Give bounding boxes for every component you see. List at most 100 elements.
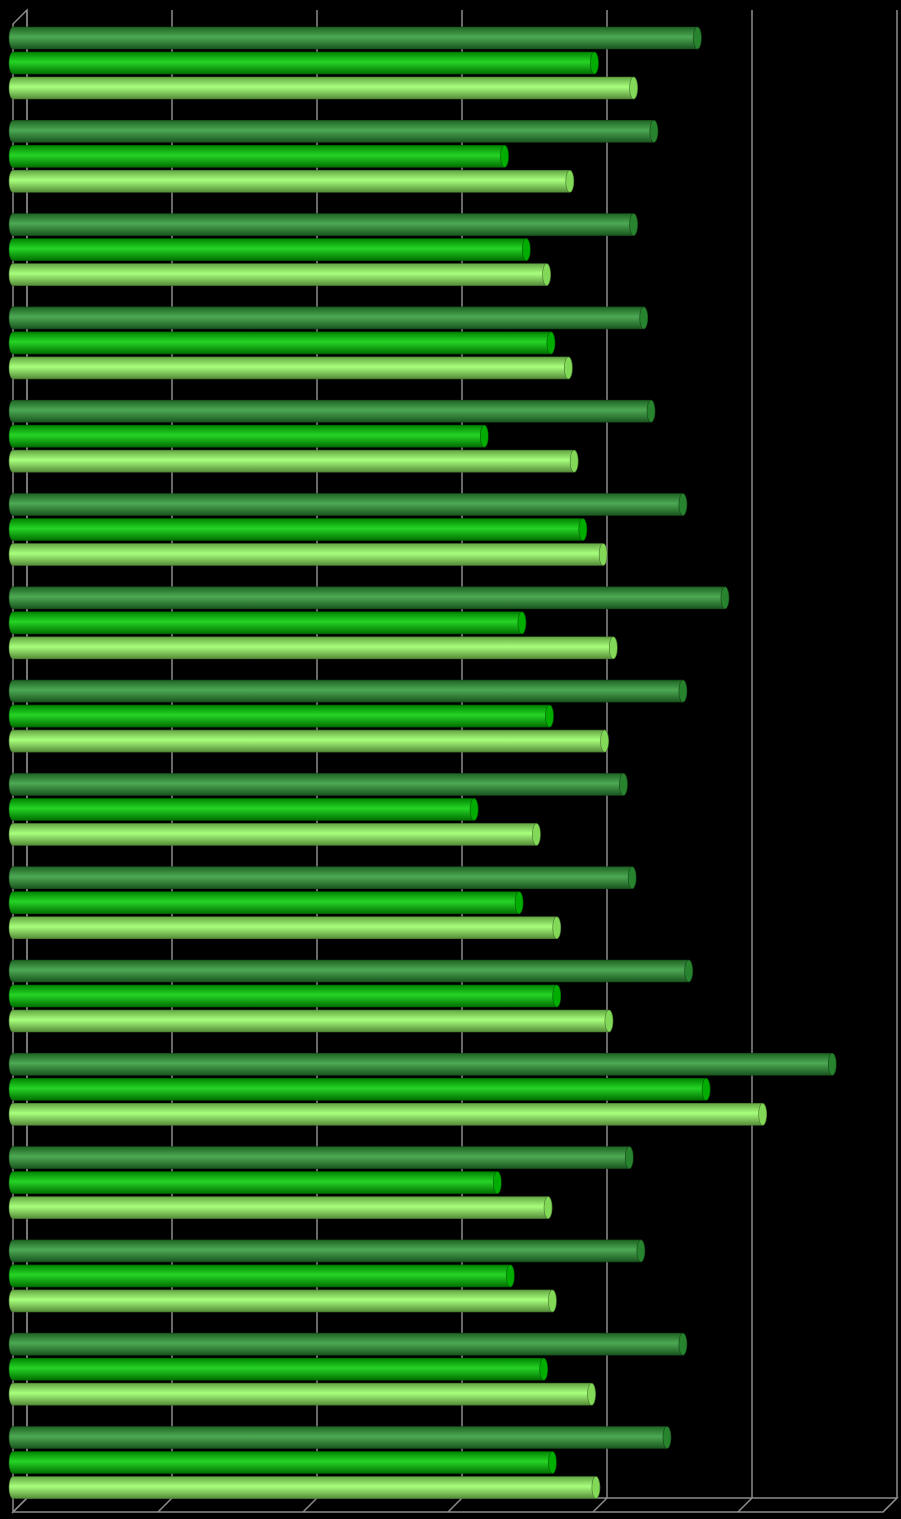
floor-tick-3 xyxy=(447,1497,463,1513)
bar-cap-3-series-1 xyxy=(629,213,638,236)
bar-group-4 xyxy=(8,306,649,380)
bar-15-series-3 xyxy=(8,1382,596,1406)
bar-14-series-1 xyxy=(8,1239,646,1263)
bar-7-series-2 xyxy=(8,611,527,635)
bar-10-series-2 xyxy=(8,891,524,914)
bar-cap-13-series-2 xyxy=(492,1171,502,1194)
bar-group-10 xyxy=(8,866,637,940)
bar-5-series-2 xyxy=(8,424,489,448)
bar-cap-15-series-1 xyxy=(678,1332,688,1356)
bar-cap-12-series-3 xyxy=(758,1103,767,1126)
bar-4-series-1 xyxy=(8,306,649,330)
bar-cap-5-series-2 xyxy=(479,424,489,448)
floor-tick-1 xyxy=(157,1497,173,1513)
bar-group-6 xyxy=(8,493,688,566)
bar-group-1 xyxy=(8,26,702,100)
bar-cap-7-series-3 xyxy=(608,636,618,660)
bar-4-series-2 xyxy=(8,331,556,355)
bar-3-series-2 xyxy=(8,238,531,261)
bar-cap-1-series-1 xyxy=(693,26,702,50)
bar-cap-9-series-1 xyxy=(619,773,628,796)
bar-cap-6-series-2 xyxy=(578,518,588,541)
bar-cap-1-series-2 xyxy=(590,51,599,75)
bar-cap-5-series-3 xyxy=(569,449,579,473)
bar-16-series-1 xyxy=(8,1426,672,1449)
bar-cap-5-series-1 xyxy=(646,399,656,423)
bar-1-series-2 xyxy=(8,51,599,75)
bar-3-series-1 xyxy=(8,213,638,236)
bar-group-14 xyxy=(8,1239,646,1313)
bars-layer xyxy=(8,26,837,1499)
bar-cap-8-series-3 xyxy=(600,729,609,753)
bar-2-series-3 xyxy=(8,170,575,193)
bar-cap-8-series-1 xyxy=(678,679,688,703)
bar-15-series-2 xyxy=(8,1357,548,1381)
bar-13-series-1 xyxy=(8,1146,634,1169)
bar-cap-16-series-3 xyxy=(591,1476,601,1499)
bar-group-7 xyxy=(8,586,730,660)
bar-group-9 xyxy=(8,773,628,846)
floor-tick-2 xyxy=(302,1497,318,1513)
bar-cap-16-series-2 xyxy=(548,1451,557,1474)
floor-tick-4 xyxy=(592,1497,608,1513)
bar-cap-6-series-1 xyxy=(678,493,688,516)
floor-tick-0 xyxy=(12,1497,28,1513)
bar-cap-6-series-3 xyxy=(598,543,608,566)
bar-cap-12-series-1 xyxy=(827,1053,837,1076)
bar-cap-11-series-1 xyxy=(684,959,694,983)
bar-6-series-1 xyxy=(8,493,688,516)
bar-cap-3-series-2 xyxy=(521,238,531,261)
bar-10-series-3 xyxy=(8,916,562,939)
bar-cap-9-series-3 xyxy=(532,823,541,846)
bar-6-series-3 xyxy=(8,543,608,566)
bar-16-series-2 xyxy=(8,1451,557,1474)
bar-cap-11-series-3 xyxy=(604,1009,614,1033)
bar-6-series-2 xyxy=(8,518,588,541)
bar-14-series-2 xyxy=(8,1264,515,1288)
bar-group-16 xyxy=(8,1426,672,1499)
bar-cap-12-series-2 xyxy=(701,1078,711,1101)
bar-cap-10-series-1 xyxy=(627,866,637,890)
bar-cap-8-series-2 xyxy=(545,704,554,728)
bar-group-11 xyxy=(8,959,694,1033)
bar-cap-15-series-3 xyxy=(587,1382,596,1406)
bar-13-series-3 xyxy=(8,1196,553,1219)
bar-1-series-1 xyxy=(8,26,702,50)
bar-cap-1-series-3 xyxy=(629,76,638,100)
bar-3-series-3 xyxy=(8,263,551,286)
bar-group-8 xyxy=(8,679,688,753)
bar-8-series-3 xyxy=(8,729,609,753)
bar-cap-15-series-2 xyxy=(539,1357,549,1381)
bar-cap-2-series-2 xyxy=(500,145,509,168)
bar-cap-13-series-3 xyxy=(543,1196,553,1219)
bar-cap-7-series-1 xyxy=(720,586,730,610)
bar-cap-9-series-2 xyxy=(469,798,479,821)
bar-cap-11-series-2 xyxy=(552,984,562,1008)
floor-tick-5 xyxy=(737,1497,753,1513)
bar-cap-4-series-2 xyxy=(546,331,556,355)
bar-11-series-2 xyxy=(8,984,562,1008)
bar-8-series-2 xyxy=(8,704,554,728)
bar-11-series-3 xyxy=(8,1009,614,1033)
bar-4-series-3 xyxy=(8,356,573,380)
bar-16-series-3 xyxy=(8,1476,601,1499)
bar-2-series-1 xyxy=(8,120,659,143)
bar-group-3 xyxy=(8,213,638,286)
bar-group-2 xyxy=(8,120,659,193)
bar-5-series-3 xyxy=(8,449,579,473)
bar-5-series-1 xyxy=(8,399,656,423)
bar-group-5 xyxy=(8,399,656,473)
bar-7-series-1 xyxy=(8,586,730,610)
bar-7-series-3 xyxy=(8,636,618,660)
bar-10-series-1 xyxy=(8,866,637,889)
bar-12-series-1 xyxy=(8,1053,837,1076)
bar-cap-4-series-1 xyxy=(639,306,649,330)
bar-cap-16-series-1 xyxy=(662,1426,672,1449)
bar-9-series-3 xyxy=(8,823,541,846)
bar-cap-14-series-2 xyxy=(506,1264,515,1288)
bar-cap-2-series-3 xyxy=(565,170,575,193)
bar-cap-3-series-3 xyxy=(542,263,551,286)
bar-14-series-3 xyxy=(8,1289,557,1313)
